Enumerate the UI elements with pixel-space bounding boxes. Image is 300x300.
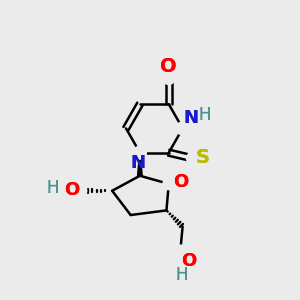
Text: H: H	[175, 266, 188, 284]
Circle shape	[187, 152, 200, 165]
Circle shape	[163, 73, 175, 85]
Text: O: O	[160, 57, 177, 76]
Text: H: H	[199, 106, 211, 124]
Text: H: H	[175, 266, 188, 284]
Text: H: H	[199, 106, 211, 124]
Text: O: O	[64, 181, 80, 199]
Text: O: O	[173, 173, 189, 191]
Text: S: S	[196, 148, 210, 167]
Text: N: N	[130, 154, 145, 172]
Text: N: N	[184, 109, 199, 127]
Polygon shape	[138, 153, 142, 176]
Text: H: H	[46, 179, 59, 197]
Text: O: O	[182, 252, 197, 270]
Circle shape	[75, 185, 87, 196]
Text: N: N	[184, 109, 199, 127]
Circle shape	[176, 122, 189, 135]
Text: N: N	[130, 154, 145, 172]
Text: O: O	[182, 252, 197, 270]
Text: O: O	[160, 57, 177, 76]
Text: O: O	[64, 181, 80, 199]
Circle shape	[163, 178, 175, 190]
Circle shape	[134, 146, 146, 159]
Text: O: O	[173, 173, 189, 191]
Text: S: S	[196, 148, 210, 167]
Text: H: H	[46, 179, 59, 197]
Circle shape	[175, 245, 186, 256]
